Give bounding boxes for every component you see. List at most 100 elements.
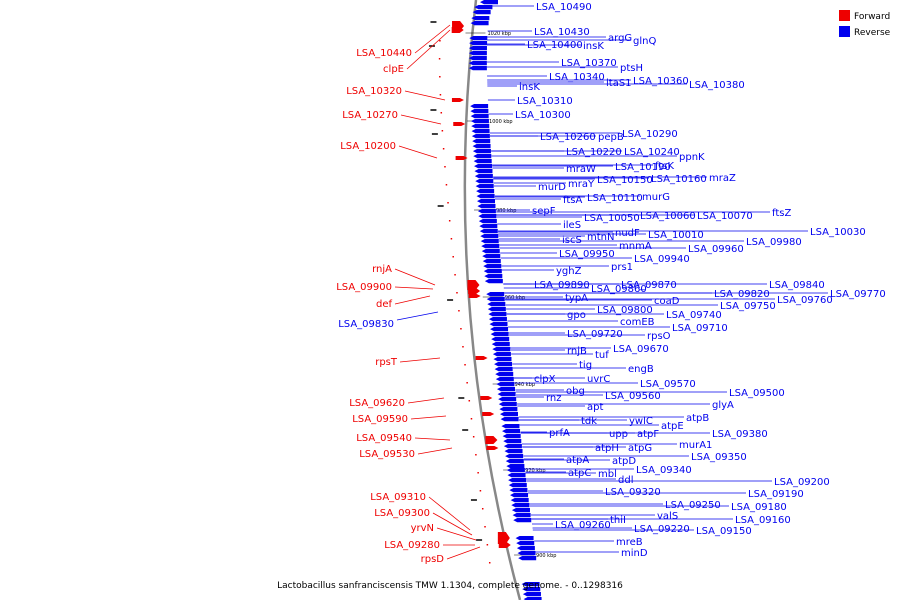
reverse-gene-feature bbox=[474, 164, 493, 169]
reverse-gene-label: LSA_10490 bbox=[536, 2, 592, 13]
reverse-gene-feature bbox=[488, 317, 507, 322]
reverse-gene-feature bbox=[477, 204, 496, 209]
reverse-gene-feature bbox=[470, 119, 489, 124]
forward-gene-feature bbox=[453, 122, 466, 126]
forward-gene-label: LSA_09620 bbox=[349, 398, 405, 409]
forward-gene-label: LSA_09530 bbox=[359, 449, 415, 460]
forward-track-dot bbox=[468, 400, 471, 402]
reverse-gene-label: ftsK bbox=[655, 161, 674, 172]
reverse-gene-label: LSA_10010 bbox=[648, 230, 704, 241]
legend-forward-swatch bbox=[839, 10, 850, 21]
reverse-gene-label: LSA_09940 bbox=[634, 254, 690, 265]
reverse-gene-feature bbox=[509, 488, 528, 493]
reverse-gene-feature bbox=[510, 493, 529, 498]
reverse-gene-feature bbox=[474, 5, 493, 10]
forward-gene-label: clpE bbox=[383, 64, 404, 75]
reverse-gene-feature bbox=[471, 134, 490, 139]
reverse-gene-label: mbl bbox=[598, 469, 617, 480]
forward-gene-label: LSA_10270 bbox=[342, 110, 398, 121]
reverse-gene-feature bbox=[483, 264, 502, 269]
reverse-gene-label: LSA_09500 bbox=[729, 388, 785, 399]
reverse-gene-feature bbox=[499, 407, 518, 412]
forward-gene-feature bbox=[455, 156, 468, 160]
reverse-gene-label: LSA_10110 bbox=[587, 193, 643, 204]
reverse-gene-label: LSA_09870 bbox=[621, 280, 677, 291]
forward-gene-label: LSA_09280 bbox=[384, 540, 440, 551]
reverse-gene-feature bbox=[498, 402, 517, 407]
reverse-gene-label: LSA_09820 bbox=[714, 289, 770, 300]
reverse-gene-label: argG bbox=[608, 33, 632, 44]
reverse-gene-label: clpX bbox=[534, 374, 556, 385]
forward-track-dot bbox=[444, 166, 446, 168]
reverse-gene-label: LSA_10290 bbox=[622, 129, 678, 140]
reverse-gene-feature bbox=[478, 219, 497, 224]
reverse-gene-label: LSA_10260 bbox=[540, 132, 596, 143]
reverse-gene-label: thiI bbox=[610, 515, 626, 526]
forward-track-dot bbox=[488, 562, 491, 564]
reverse-gene-label: engB bbox=[628, 364, 654, 375]
forward-label-line bbox=[398, 145, 438, 159]
forward-track-dot bbox=[460, 328, 462, 330]
reverse-gene-label: rnjB bbox=[567, 346, 587, 357]
forward-gene-feature bbox=[486, 446, 499, 450]
forward-label-line bbox=[404, 90, 446, 101]
reverse-gene-feature bbox=[511, 508, 530, 513]
reverse-gene-feature bbox=[482, 259, 501, 264]
reverse-gene-label: LSA_09570 bbox=[640, 379, 696, 390]
reverse-gene-feature bbox=[516, 546, 535, 551]
reverse-gene-feature bbox=[497, 392, 516, 397]
forward-track-dot bbox=[438, 58, 441, 60]
reverse-gene-label: LSA_09220 bbox=[634, 524, 690, 535]
reverse-gene-feature bbox=[505, 454, 524, 459]
reverse-gene-label: mreB bbox=[616, 537, 643, 548]
reverse-gene-feature bbox=[468, 51, 487, 56]
reverse-gene-feature bbox=[503, 439, 522, 444]
forward-track-dot bbox=[458, 310, 460, 312]
reverse-gene-label: LSA_10030 bbox=[810, 227, 866, 238]
forward-track-dot bbox=[477, 472, 479, 474]
reverse-gene-feature bbox=[484, 274, 503, 279]
reverse-gene-feature bbox=[468, 61, 487, 66]
forward-track-dot bbox=[454, 274, 456, 276]
reverse-gene-label: tdk bbox=[581, 416, 597, 427]
reverse-gene-label: minD bbox=[621, 548, 648, 559]
reverse-gene-label: LSA_10340 bbox=[549, 72, 605, 83]
reverse-gene-label: LSA_09950 bbox=[559, 249, 615, 260]
reverse-gene-feature bbox=[481, 249, 500, 254]
reverse-gene-feature bbox=[471, 129, 490, 134]
reverse-gene-label: LSA_09770 bbox=[830, 289, 886, 300]
reverse-gene-label: ltaS1 bbox=[606, 78, 632, 89]
reverse-gene-feature bbox=[506, 464, 525, 469]
reverse-gene-feature bbox=[508, 483, 527, 488]
forward-labels: LSA_10440 clpE LSA_10320 LSA_10270 LSA_10200… bbox=[336, 48, 444, 565]
reverse-gene-label: tuf bbox=[595, 350, 609, 361]
reverse-gene-label: apt bbox=[587, 402, 603, 413]
legend-forward-label: Forward bbox=[854, 12, 890, 22]
forward-gene-feature bbox=[498, 542, 511, 548]
reverse-gene-feature bbox=[518, 556, 537, 561]
reverse-gene-feature bbox=[475, 179, 494, 184]
reverse-gene-feature bbox=[490, 327, 509, 332]
reverse-gene-feature bbox=[472, 139, 491, 144]
reverse-label-lines bbox=[396, 5, 828, 553]
reverse-gene-feature bbox=[511, 503, 530, 508]
reverse-gene-label: LSA_10150 bbox=[597, 175, 653, 186]
reverse-gene-label: atpC bbox=[568, 468, 591, 479]
reverse-gene-label: LSA_10380 bbox=[689, 80, 745, 91]
forward-track-dot bbox=[475, 454, 477, 456]
reverse-label-line bbox=[396, 311, 439, 321]
reverse-gene-feature bbox=[502, 429, 521, 434]
forward-gene-feature bbox=[475, 356, 488, 360]
reverse-gene-feature bbox=[492, 347, 511, 352]
reverse-gene-label: LSA_09800 bbox=[597, 305, 653, 316]
forward-track-dot bbox=[447, 202, 449, 204]
forward-label-line bbox=[394, 295, 431, 305]
reverse-gene-label: LSA_09260 bbox=[555, 520, 611, 531]
forward-label-line bbox=[414, 437, 451, 441]
forward-gene-feature bbox=[480, 396, 493, 400]
reverse-gene-label: glnQ bbox=[633, 36, 656, 47]
reverse-gene-feature bbox=[506, 468, 525, 473]
reverse-gene-feature bbox=[515, 536, 534, 541]
forward-gene-label: rnjA bbox=[372, 264, 392, 275]
reverse-gene-label: ileS bbox=[563, 220, 581, 231]
